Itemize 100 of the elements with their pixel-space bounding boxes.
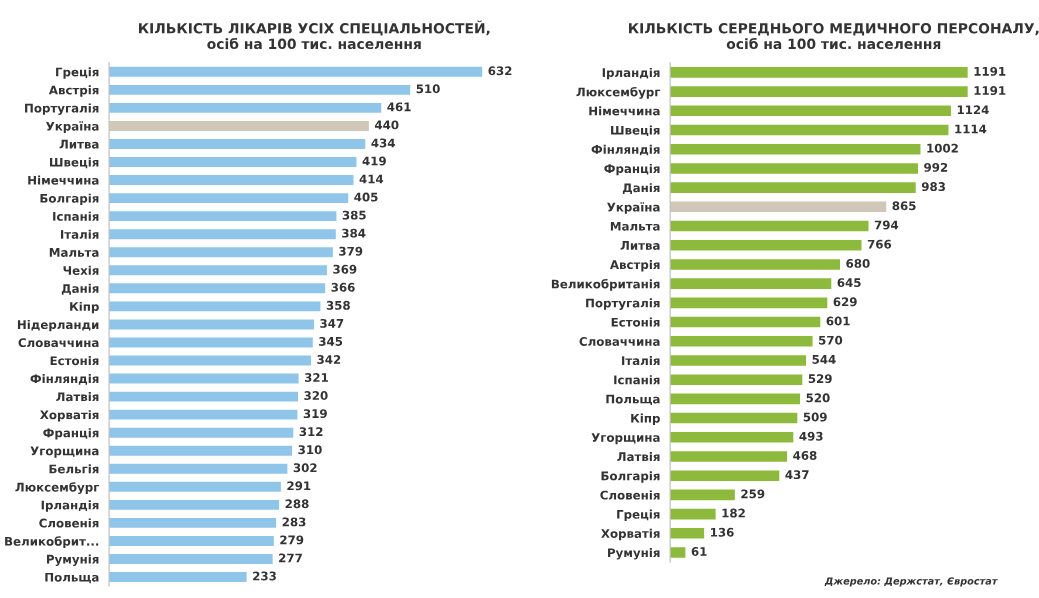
- bar: [670, 335, 813, 347]
- data-label: 419: [362, 156, 386, 166]
- data-label: 766: [867, 239, 892, 249]
- bar: [670, 143, 921, 155]
- data-label: 385: [342, 210, 366, 220]
- y-tick-label: Данія: [622, 183, 660, 194]
- data-label: 865: [892, 201, 916, 211]
- data-label: 182: [722, 508, 745, 518]
- bar: [670, 508, 716, 520]
- bar: [109, 175, 354, 186]
- data-label: 61: [691, 547, 707, 556]
- data-label: 468: [793, 450, 817, 460]
- y-tick-label: Греція: [617, 509, 660, 522]
- bar: [670, 105, 951, 117]
- bar: [109, 463, 288, 474]
- data-label: 288: [285, 499, 309, 509]
- bar: [109, 391, 298, 402]
- y-tick-label: Німеччина: [589, 106, 660, 116]
- y-tick-label: Угорщина: [591, 433, 660, 445]
- y-tick-label: Італія: [60, 229, 99, 239]
- y-tick-label: Ірландія: [41, 500, 99, 512]
- y-tick-label: Швеція: [50, 157, 99, 169]
- bar: [670, 259, 841, 270]
- y-tick-label: Іспанія: [53, 211, 99, 221]
- data-label: 440: [374, 120, 399, 130]
- bar: [109, 481, 281, 492]
- chart-title: КІЛЬКІСТЬ ЛІКАРІВ УСІХ СПЕЦІАЛЬНОСТЕЙ, осіб на 100 тис. населення: [139, 20, 490, 50]
- data-label: 358: [326, 300, 350, 310]
- data-label: 1191: [974, 66, 1006, 76]
- data-label: 632: [488, 66, 512, 76]
- bar: [109, 355, 311, 366]
- data-label: 1002: [927, 143, 958, 153]
- data-label: 279: [280, 535, 304, 545]
- data-label: 277: [279, 553, 302, 563]
- y-tick-label: Угорщина: [30, 446, 99, 458]
- data-label: 379: [339, 246, 363, 256]
- y-tick-label: Естонія: [50, 356, 99, 366]
- data-label: 544: [812, 355, 836, 364]
- data-label: 601: [826, 316, 850, 326]
- bar: [109, 319, 314, 330]
- data-label: 136: [711, 527, 734, 537]
- bar: [670, 355, 807, 366]
- y-tick-label: Португалія: [586, 298, 660, 310]
- data-label: 321: [304, 373, 328, 382]
- bar: [109, 102, 382, 113]
- data-label: 414: [359, 174, 384, 184]
- bar: [670, 316, 821, 328]
- y-tick-label: Італія: [622, 355, 660, 366]
- bar: [109, 157, 357, 167]
- y-tick-label: Хорватія: [601, 528, 660, 541]
- chart-title: КІЛЬКІСТЬ СЕРЕДНЬОГО МЕДИЧНОГО ПЕРСОНАЛУ, осіб на 100 тис. населення: [629, 23, 1039, 50]
- data-label: 509: [803, 412, 827, 422]
- bar: [109, 554, 273, 564]
- y-tick-label: Естонія: [611, 317, 660, 327]
- data-label: 1124: [957, 105, 989, 115]
- bar: [670, 201, 887, 213]
- bar: [109, 301, 321, 312]
- bar: [109, 283, 326, 294]
- bar: [670, 393, 801, 405]
- bar: [109, 139, 366, 149]
- bar: [109, 66, 483, 77]
- y-tick-label: Литва: [620, 241, 660, 250]
- data-label: 302: [293, 463, 317, 473]
- bar: [670, 432, 794, 443]
- y-tick-label: Україна: [607, 202, 660, 214]
- y-tick-label: Румунія: [608, 548, 660, 560]
- data-label: 520: [806, 393, 830, 403]
- data-label: 233: [253, 571, 276, 581]
- data-label: 1114: [955, 124, 987, 134]
- y-tick-label: Словенія: [600, 490, 660, 500]
- bar: [109, 120, 369, 131]
- y-tick-label: Словаччина: [579, 336, 660, 346]
- data-label: 794: [874, 220, 899, 230]
- y-tick-label: Нідерланди: [17, 319, 99, 332]
- data-label: 405: [354, 192, 378, 202]
- y-tick-label: Франція: [43, 428, 99, 440]
- data-label: 983: [921, 182, 945, 192]
- bar: [109, 247, 333, 258]
- y-tick-label: Словаччина: [18, 338, 99, 348]
- data-label: 342: [317, 355, 341, 364]
- bar: [109, 445, 293, 456]
- bar: [670, 489, 735, 501]
- y-tick-label: Греція: [56, 67, 99, 79]
- y-tick-label: Кіпр: [70, 301, 99, 314]
- bar: [670, 67, 968, 78]
- y-tick-label: Австрія: [48, 85, 99, 97]
- data-label: 1191: [974, 86, 1006, 96]
- y-tick-label: Іспанія: [614, 375, 660, 385]
- data-label: 493: [799, 431, 823, 441]
- bar: [109, 229, 336, 240]
- y-tick-label: Мальта: [610, 221, 660, 231]
- text: Джерело: Держстат, Євростат: [824, 577, 998, 587]
- bar: [109, 535, 274, 546]
- y-tick-label: Франція: [604, 163, 660, 176]
- y-tick-label: Фінляндія: [30, 374, 99, 385]
- y-tick-label: Чехія: [63, 265, 99, 275]
- data-label: 570: [819, 335, 843, 345]
- data-label: 645: [837, 278, 861, 288]
- bar: [670, 239, 862, 251]
- data-label: 510: [416, 84, 440, 94]
